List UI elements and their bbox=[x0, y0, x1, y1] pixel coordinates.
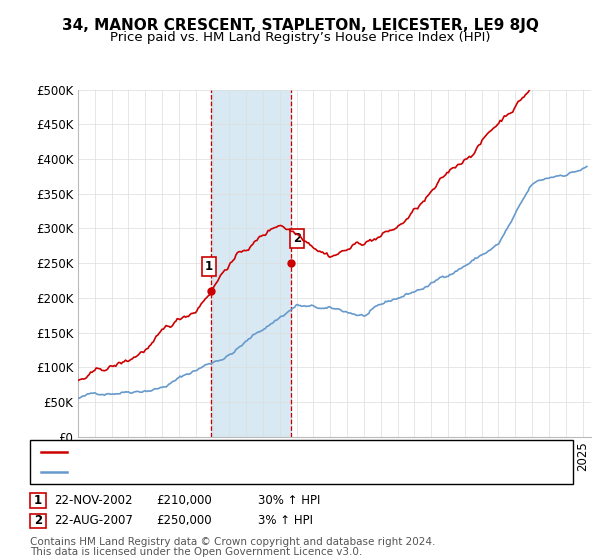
Text: 1: 1 bbox=[34, 494, 42, 507]
Text: 22-AUG-2007: 22-AUG-2007 bbox=[54, 514, 133, 528]
Text: This data is licensed under the Open Government Licence v3.0.: This data is licensed under the Open Gov… bbox=[30, 547, 362, 557]
Text: £250,000: £250,000 bbox=[156, 514, 212, 528]
Text: 3% ↑ HPI: 3% ↑ HPI bbox=[258, 514, 313, 528]
Text: Contains HM Land Registry data © Crown copyright and database right 2024.: Contains HM Land Registry data © Crown c… bbox=[30, 536, 436, 547]
Text: 2: 2 bbox=[293, 232, 301, 245]
Bar bbox=[211, 90, 290, 437]
Text: HPI: Average price, detached house, Hinckley and Bosworth: HPI: Average price, detached house, Hinc… bbox=[73, 466, 427, 479]
Text: 22-NOV-2002: 22-NOV-2002 bbox=[54, 494, 133, 507]
Text: 1: 1 bbox=[205, 260, 213, 273]
Text: 34, MANOR CRESCENT, STAPLETON, LEICESTER, LE9 8JQ (detached house): 34, MANOR CRESCENT, STAPLETON, LEICESTER… bbox=[73, 445, 512, 458]
Text: £210,000: £210,000 bbox=[156, 494, 212, 507]
Text: 34, MANOR CRESCENT, STAPLETON, LEICESTER, LE9 8JQ: 34, MANOR CRESCENT, STAPLETON, LEICESTER… bbox=[62, 18, 538, 34]
Text: Price paid vs. HM Land Registry’s House Price Index (HPI): Price paid vs. HM Land Registry’s House … bbox=[110, 31, 490, 44]
Text: 30% ↑ HPI: 30% ↑ HPI bbox=[258, 494, 320, 507]
Text: 2: 2 bbox=[34, 514, 42, 528]
